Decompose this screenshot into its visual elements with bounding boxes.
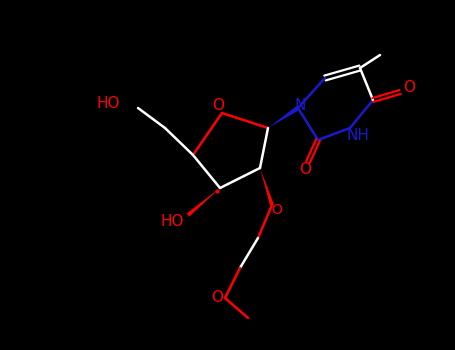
Polygon shape [260,168,274,205]
Text: O: O [272,203,283,217]
Text: HO: HO [160,215,184,230]
Text: N: N [294,98,306,112]
Text: O: O [299,162,311,177]
Text: NH: NH [347,128,369,143]
Text: O: O [212,98,224,112]
Polygon shape [187,188,220,217]
Text: O: O [211,290,223,306]
Polygon shape [268,106,299,128]
Text: HO: HO [96,96,120,111]
Text: O: O [403,79,415,94]
